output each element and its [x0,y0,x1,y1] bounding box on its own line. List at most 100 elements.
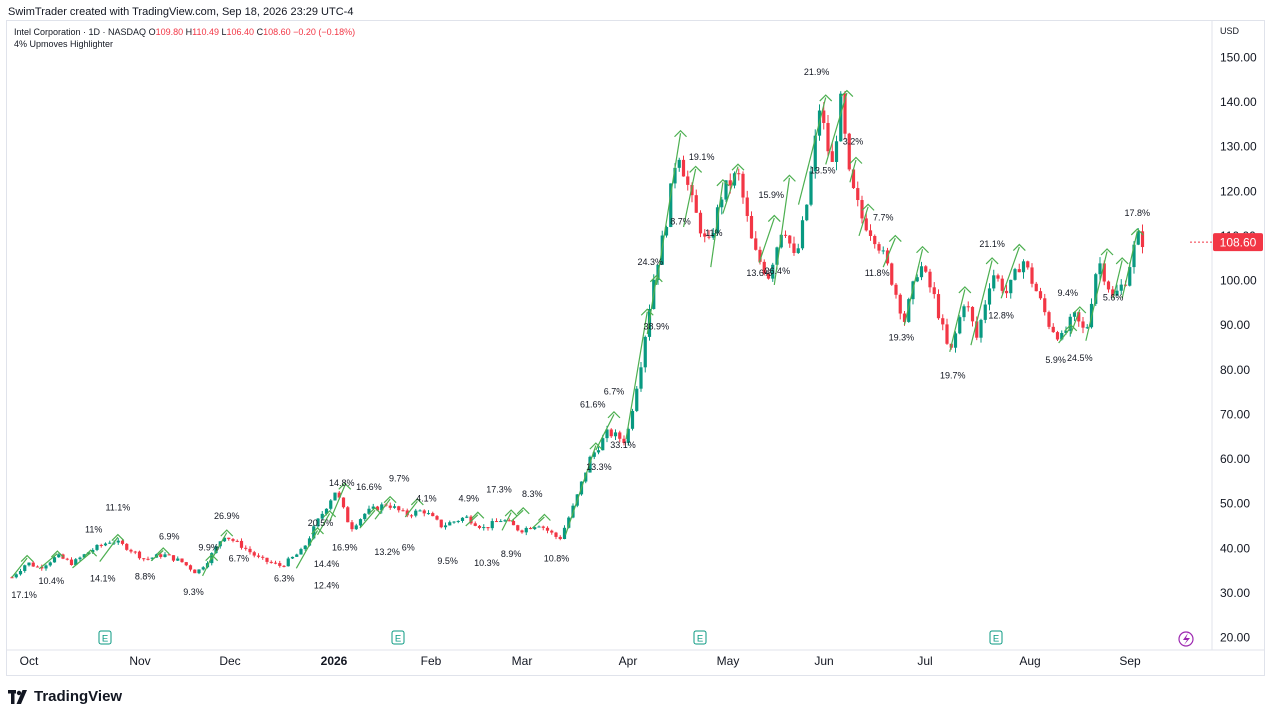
upmove-line [1121,231,1138,299]
candle-body [35,566,40,568]
upmove-percent-label: 7.7% [873,212,894,222]
candle-body [431,513,435,517]
candle-body [677,159,681,168]
candle-body [690,184,694,196]
candle-body [592,452,596,457]
candle-body [494,521,499,523]
candle-body [771,264,775,279]
upmove-percent-label: 10.4% [39,576,65,586]
candle-body [95,544,99,550]
upmove-line [202,556,213,577]
candle-body [333,492,337,501]
x-tick-label: Dec [219,654,240,668]
y-tick-label: 140.00 [1220,95,1257,109]
candle-body [40,566,44,569]
upmove-percent-label: 24.5% [1067,353,1093,363]
upmove-percent-label: 26.9% [214,511,240,521]
candle-body [180,558,184,563]
candle-body [477,525,482,528]
legend-indicator[interactable]: 4% Upmoves Highlighter [14,39,114,49]
candle-body [741,173,745,198]
upmove-percent-label: 17.3% [486,484,512,494]
candle-body [465,516,469,518]
upmove-arrowhead [649,274,663,283]
upmove-arrowhead [383,495,397,504]
candle-body [1081,321,1085,328]
candle-body [826,122,830,152]
upmove-percent-label: 11% [705,228,722,238]
candle-body [91,549,95,553]
candle-body [626,428,630,443]
earnings-marker-label: E [697,634,703,645]
candle-body [596,450,601,453]
upmove-arrowhead [368,506,382,515]
earnings-marker[interactable] [391,630,405,645]
candle-body [537,526,541,528]
upmove-arrowhead [311,527,324,535]
y-tick-label: 130.00 [1220,140,1257,154]
candle-body [1102,263,1106,282]
upmove-line [465,514,479,527]
candle-body [724,180,728,200]
y-tick-label: 150.00 [1220,50,1257,64]
upmove-line [849,159,857,183]
candle-body [962,306,966,318]
candle-body [448,522,452,526]
earnings-marker[interactable] [989,630,1003,645]
candle-body [1136,231,1140,245]
candle-body [630,410,635,429]
candle-body [269,561,273,563]
upmove-percent-label: 6.9% [159,531,180,541]
last-price-tag[interactable] [1213,233,1263,252]
upmove-line [510,509,524,522]
earnings-marker[interactable] [98,630,112,645]
x-tick-label: Jun [814,654,833,668]
candle-body [414,510,418,516]
candle-body [1128,267,1132,286]
upmove-line [970,260,993,346]
candle-body [31,562,35,567]
candle-body [409,515,414,517]
upmove-arrowhead [767,214,781,222]
tradingview-logo[interactable]: TradingView [8,688,122,705]
upmove-percent-label: 8.3% [522,489,543,499]
candle-body [924,266,928,272]
candle-body [346,507,350,523]
candle-body [18,570,23,575]
upmove-arrowhead [916,245,929,254]
candle-body [1106,281,1111,290]
candle-body [567,517,571,528]
currency-label[interactable]: USD [1220,26,1240,36]
candle-body [605,429,609,439]
dividend-marker[interactable] [1178,631,1194,647]
candle-body [452,521,456,523]
candle-body [673,167,677,184]
y-tick-label: 20.00 [1220,631,1250,645]
upmove-line [858,206,869,237]
candle-body [524,527,528,533]
candle-body [681,159,686,177]
candle-body [171,555,176,561]
legend-ohlc-row: Intel Corporation · 1D · NASDAQ O109.80 … [14,26,355,38]
candle-body [354,525,358,530]
upmove-line [646,278,657,335]
upmove-percent-label: 14.8% [329,478,355,488]
last-price-label: 108.60 [1220,236,1257,250]
candle-body [915,277,919,282]
candle-body [992,275,996,289]
candle-body [766,273,771,279]
candle-body [707,236,711,238]
upmove-percent-label: 9.7% [389,473,410,483]
upmove-line [99,536,119,562]
x-tick-label: Sep [1119,654,1141,668]
upmove-line [359,509,376,529]
candle-body [987,288,992,305]
legend-symbol[interactable]: Intel Corporation · 1D · NASDAQ [14,27,147,37]
candle-body [261,556,265,558]
candle-body [299,549,303,555]
candle-body [256,555,261,557]
upmove-percent-label: 19.3% [889,333,915,343]
upmove-line [882,237,896,268]
earnings-marker[interactable] [693,630,707,645]
